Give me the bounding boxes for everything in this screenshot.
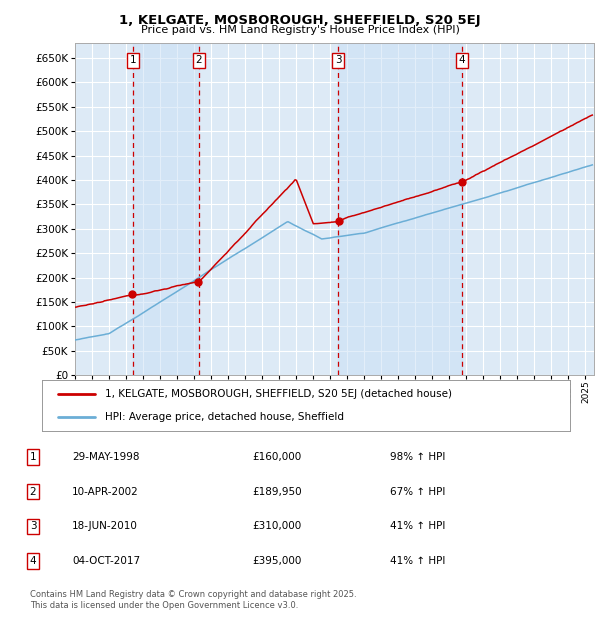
Text: 1, KELGATE, MOSBOROUGH, SHEFFIELD, S20 5EJ (detached house): 1, KELGATE, MOSBOROUGH, SHEFFIELD, S20 5… — [106, 389, 452, 399]
Text: £310,000: £310,000 — [252, 521, 301, 531]
Text: 1: 1 — [29, 452, 37, 462]
Text: 29-MAY-1998: 29-MAY-1998 — [72, 452, 139, 462]
Text: Price paid vs. HM Land Registry's House Price Index (HPI): Price paid vs. HM Land Registry's House … — [140, 25, 460, 35]
Text: HPI: Average price, detached house, Sheffield: HPI: Average price, detached house, Shef… — [106, 412, 344, 422]
Bar — [133, 43, 199, 375]
Text: 67% ↑ HPI: 67% ↑ HPI — [390, 487, 445, 497]
Text: £160,000: £160,000 — [252, 452, 301, 462]
Text: 41% ↑ HPI: 41% ↑ HPI — [390, 521, 445, 531]
Text: 2: 2 — [29, 487, 37, 497]
Text: 1, KELGATE, MOSBOROUGH, SHEFFIELD, S20 5EJ: 1, KELGATE, MOSBOROUGH, SHEFFIELD, S20 5… — [119, 14, 481, 27]
Text: 04-OCT-2017: 04-OCT-2017 — [72, 556, 140, 566]
Text: 3: 3 — [29, 521, 37, 531]
Text: 10-APR-2002: 10-APR-2002 — [72, 487, 139, 497]
Text: 4: 4 — [29, 556, 37, 566]
Text: 3: 3 — [335, 55, 341, 66]
Text: This data is licensed under the Open Government Licence v3.0.: This data is licensed under the Open Gov… — [30, 601, 298, 611]
Text: £189,950: £189,950 — [252, 487, 302, 497]
Text: 2: 2 — [196, 55, 202, 66]
Text: 41% ↑ HPI: 41% ↑ HPI — [390, 556, 445, 566]
Text: 1: 1 — [130, 55, 136, 66]
Text: 4: 4 — [459, 55, 466, 66]
Text: 98% ↑ HPI: 98% ↑ HPI — [390, 452, 445, 462]
Bar — [338, 43, 462, 375]
Text: Contains HM Land Registry data © Crown copyright and database right 2025.: Contains HM Land Registry data © Crown c… — [30, 590, 356, 600]
Text: £395,000: £395,000 — [252, 556, 301, 566]
Text: 18-JUN-2010: 18-JUN-2010 — [72, 521, 138, 531]
